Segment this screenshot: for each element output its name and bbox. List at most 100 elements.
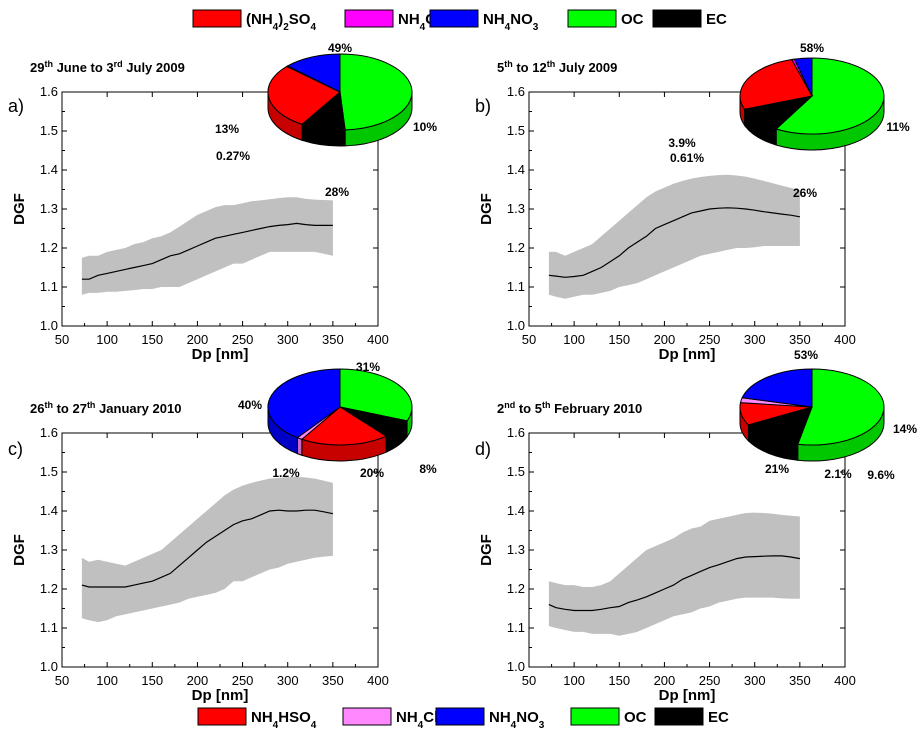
pie-percent-label: 58%	[800, 41, 824, 55]
pie-percent-label: 53%	[794, 348, 818, 362]
y-tick-label: 1.0	[40, 318, 58, 333]
legend-label: (NH4)2SO4	[246, 11, 316, 33]
pie-percent-label: 9.6%	[867, 468, 895, 482]
pie-slice	[741, 368, 813, 408]
pie-slice	[339, 368, 413, 422]
y-tick-label: 1.4	[507, 162, 525, 177]
x-tick-label: 300	[744, 332, 766, 347]
y-axis-label: DGF	[478, 193, 495, 225]
x-tick-label: 250	[699, 332, 721, 347]
pie-percent-label: 40%	[238, 398, 262, 412]
x-tick-label: 200	[654, 332, 676, 347]
y-tick-label: 1.3	[507, 542, 525, 557]
x-axis-label: Dp [nm]	[659, 687, 716, 704]
legend-bottom: NH4HSO4 NH4Cl NH4NO3 OC EC	[197, 707, 729, 731]
x-tick-label: 100	[563, 673, 585, 688]
pie-percent-label: 8%	[419, 462, 437, 476]
x-tick-label: 150	[608, 332, 630, 347]
y-tick-label: 1.6	[507, 84, 525, 99]
pie-slice	[286, 53, 341, 93]
y-tick-label: 1.4	[507, 503, 525, 518]
y-tick-label: 1.0	[40, 659, 58, 674]
pie-slice	[793, 57, 813, 97]
pie-side	[296, 436, 303, 456]
legend-swatch	[567, 9, 617, 28]
mean-line	[81, 509, 334, 588]
panel-letter: b)	[475, 96, 491, 116]
legend-swatch	[344, 9, 394, 28]
x-tick-label: 300	[277, 332, 299, 347]
pie-percent-label: 49%	[328, 41, 352, 55]
x-tick-label: 100	[96, 332, 118, 347]
legend-swatch	[197, 707, 247, 726]
y-tick-label: 1.5	[507, 123, 525, 138]
pie-percent-label: 20%	[360, 466, 384, 480]
x-tick-label: 50	[522, 673, 536, 688]
x-tick-label: 350	[322, 332, 344, 347]
x-tick-label: 300	[744, 673, 766, 688]
pie-percent-label: 21%	[765, 462, 789, 476]
x-tick-label: 250	[232, 673, 254, 688]
pie-percent-label: 13%	[215, 122, 239, 136]
y-tick-label: 1.1	[40, 279, 58, 294]
x-tick-label: 50	[522, 332, 536, 347]
chart-panel: 50 100 150 200 250 300 350 400 1.0 1.1 1.2 1.3 1.4 1.…	[475, 41, 910, 363]
x-tick-label: 50	[55, 673, 69, 688]
y-tick-label: 1.1	[507, 279, 525, 294]
legend-label: NH4NO3	[483, 11, 539, 33]
y-tick-label: 1.0	[507, 659, 525, 674]
x-tick-label: 300	[277, 673, 299, 688]
x-tick-label: 200	[654, 673, 676, 688]
std-band	[81, 476, 333, 623]
y-axis-label: DGF	[11, 193, 28, 225]
x-tick-label: 50	[55, 332, 69, 347]
panel-letter: a)	[8, 96, 24, 116]
pie-slice	[267, 65, 341, 125]
x-tick-label: 200	[187, 332, 209, 347]
pie-slice	[339, 53, 413, 131]
y-axis-label: DGF	[11, 534, 28, 566]
y-tick-label: 1.4	[40, 503, 58, 518]
panel-title: 5th to 12th July 2009	[497, 59, 617, 75]
y-tick-label: 1.3	[507, 201, 525, 216]
legend-label: OC	[624, 709, 647, 726]
y-tick-label: 1.1	[507, 620, 525, 635]
pie-percent-label: 14%	[893, 422, 917, 436]
pie-percent-label: 11%	[886, 120, 910, 134]
panel-letter: d)	[475, 439, 491, 459]
y-tick-label: 1.6	[40, 84, 58, 99]
pie-chart: 31% 8% 20% 1.2% 40%	[238, 360, 437, 480]
x-tick-label: 150	[141, 332, 163, 347]
x-tick-label: 400	[834, 332, 856, 347]
x-tick-label: 150	[608, 673, 630, 688]
pie-slice	[267, 368, 341, 439]
panel-title: 2nd to 5th February 2010	[497, 400, 642, 416]
mean-line	[81, 222, 333, 280]
panel-title: 29th June to 3rd July 2009	[30, 59, 185, 75]
pie-percent-label: 1.2%	[272, 466, 300, 480]
mean-line	[548, 555, 801, 612]
x-tick-label: 350	[322, 673, 344, 688]
y-tick-label: 1.3	[40, 201, 58, 216]
legend-label: NH4NO3	[489, 709, 545, 731]
y-tick-label: 1.5	[40, 464, 58, 479]
x-tick-label: 250	[699, 673, 721, 688]
legend-swatch	[652, 9, 702, 28]
x-axis-label: Dp [nm]	[192, 346, 249, 363]
pie-slice	[775, 57, 885, 135]
chart-panel: 50 100 150 200 250 300 350 400 1.0 1.1 1.2 1.3 1.4 1.…	[8, 360, 437, 704]
y-tick-label: 1.2	[40, 581, 58, 596]
chart-panel: 50 100 150 200 250 300 350 400 1.0 1.1 1.2 1.3 1.4 1.…	[8, 41, 437, 363]
legend-swatch	[342, 707, 392, 726]
std-band	[548, 174, 800, 299]
legend-label: NH4Cl	[396, 709, 438, 731]
pie-percent-label: 2.1%	[824, 467, 852, 481]
pie-percent-label: 10%	[413, 120, 437, 134]
panel-title: 26th to 27th January 2010	[30, 400, 181, 416]
x-tick-label: 400	[834, 673, 856, 688]
legend-swatch	[429, 9, 479, 28]
x-tick-label: 200	[187, 673, 209, 688]
mean-line	[548, 207, 801, 278]
x-tick-label: 350	[789, 332, 811, 347]
